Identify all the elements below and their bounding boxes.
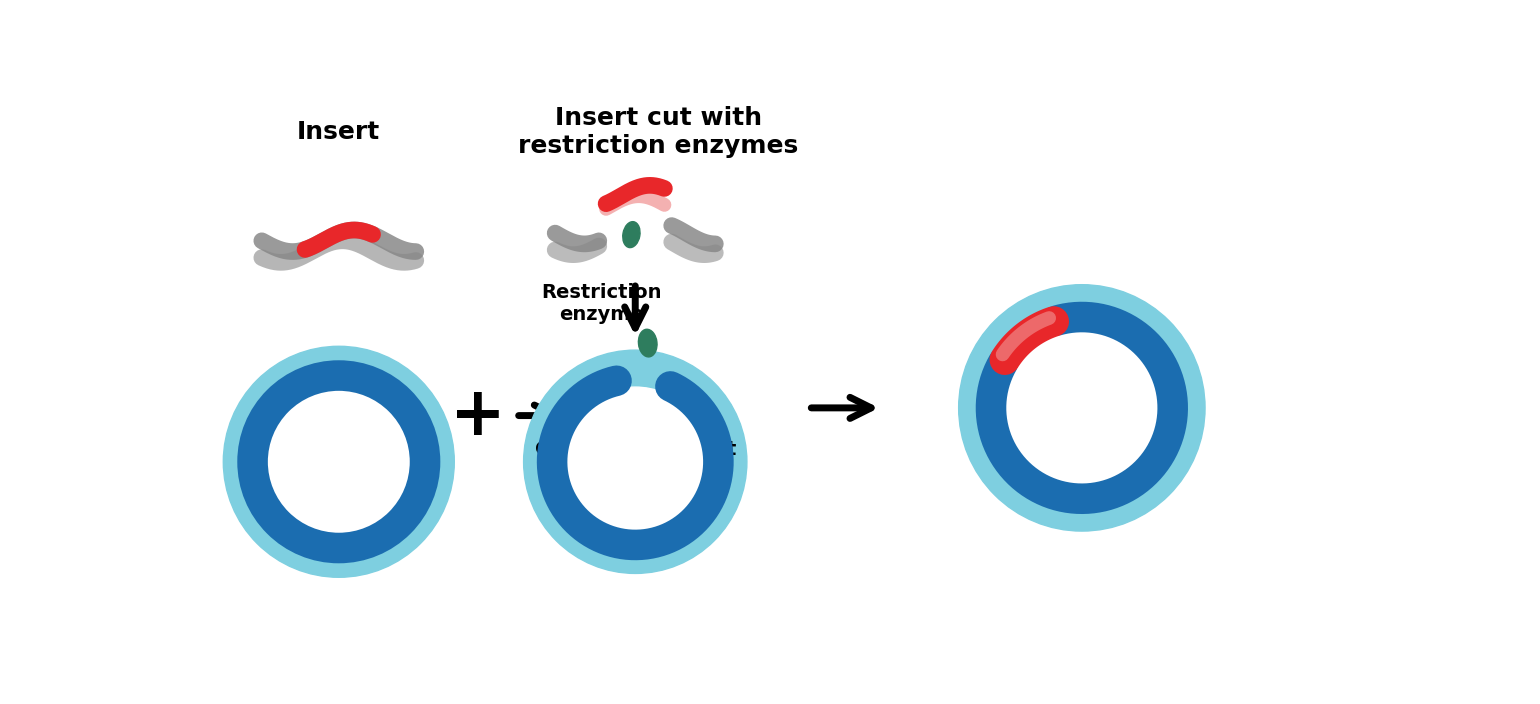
Text: Insert cut with
restriction enzymes: Insert cut with restriction enzymes bbox=[519, 106, 798, 158]
Circle shape bbox=[958, 284, 1204, 531]
Ellipse shape bbox=[639, 329, 658, 357]
Circle shape bbox=[223, 346, 454, 577]
Text: Cloning
vector: Cloning vector bbox=[288, 442, 390, 494]
Circle shape bbox=[262, 384, 416, 539]
Text: Cloning vector cut
with restriction
enzymes: Cloning vector cut with restriction enzy… bbox=[534, 439, 736, 503]
Text: Insert: Insert bbox=[297, 120, 380, 144]
Circle shape bbox=[524, 350, 747, 574]
Circle shape bbox=[999, 325, 1164, 490]
Ellipse shape bbox=[622, 222, 641, 248]
Circle shape bbox=[561, 387, 710, 536]
Text: Recombinant
DNA: Recombinant DNA bbox=[995, 388, 1169, 440]
Text: +: + bbox=[450, 382, 505, 448]
Text: Restriction
enzyme: Restriction enzyme bbox=[541, 282, 662, 324]
